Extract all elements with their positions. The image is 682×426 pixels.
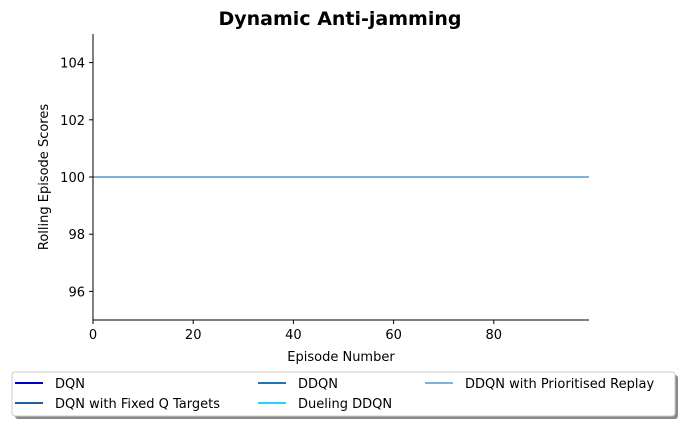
x-tick-label-0: 0 <box>89 328 97 343</box>
legend-label-4: DDQN with Prioritised Replay <box>465 377 654 392</box>
x-tick-label-4: 80 <box>486 328 503 343</box>
y-tick-label-4: 104 <box>60 57 85 72</box>
y-tick-label-0: 96 <box>68 285 85 300</box>
y-tick-label-2: 100 <box>60 171 85 186</box>
x-axis-label: Episode Number <box>287 350 395 365</box>
plot-area: 0 20 40 60 80 96 98 100 102 104 <box>60 34 589 343</box>
y-axis-label: Rolling Episode Scores <box>37 104 52 250</box>
chart-title: Dynamic Anti-jamming <box>219 8 462 30</box>
y-tick-label-1: 98 <box>68 228 85 243</box>
x-tick-label-3: 60 <box>385 328 402 343</box>
legend-box <box>11 371 676 417</box>
legend-label-0: DQN <box>55 377 85 392</box>
legend-label-2: DDQN <box>298 377 338 392</box>
legend-label-3: Dueling DDQN <box>298 397 392 412</box>
x-tick-label-2: 40 <box>285 328 302 343</box>
legend-label-1: DQN with Fixed Q Targets <box>55 397 220 412</box>
x-tick-label-1: 20 <box>185 328 202 343</box>
legend: DQN DQN with Fixed Q Targets DDQN Dueling D… <box>11 371 678 419</box>
y-tick-label-3: 102 <box>60 114 85 129</box>
